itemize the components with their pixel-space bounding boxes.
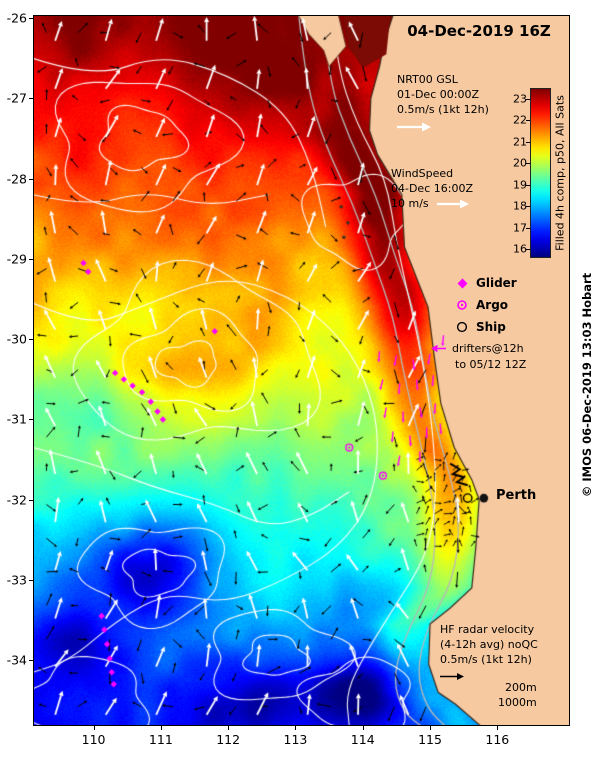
y-tick-label: -32 bbox=[6, 492, 27, 508]
x-tick-label: 110 bbox=[81, 732, 106, 747]
x-tick-label: 113 bbox=[283, 732, 308, 747]
colorbar-gradient bbox=[530, 88, 551, 258]
y-tick-label: -29 bbox=[6, 251, 27, 267]
colorbar-label: Filled 4h comp, p50, All Sats bbox=[551, 88, 568, 258]
legend-drifters-row: drifters@12h bbox=[430, 338, 526, 358]
y-axis: -26 -27 -28 -29 -30 -31 -32 -33 -34 bbox=[0, 0, 33, 759]
legend-argo-label: Argo bbox=[476, 298, 509, 312]
y-tick-mark bbox=[29, 339, 33, 341]
x-tick-label: 114 bbox=[350, 732, 375, 747]
x-tick-mark bbox=[93, 726, 95, 730]
hf-scale-arrow-icon bbox=[440, 673, 464, 680]
colorbar-tick-label: 18 bbox=[513, 199, 527, 213]
sst-map-canvas bbox=[33, 15, 570, 726]
y-tick-mark bbox=[29, 419, 33, 421]
y-tick-label: -34 bbox=[6, 652, 27, 668]
colorbar-tick-mark bbox=[526, 227, 530, 229]
y-tick-label: -33 bbox=[6, 572, 27, 588]
colorbar-tick-mark bbox=[526, 249, 530, 251]
colorbar-tick-label: 23 bbox=[513, 92, 527, 106]
legend-argo-row: Argo bbox=[455, 294, 526, 316]
hf-title: HF radar velocity bbox=[440, 623, 535, 636]
colorbar-tick-label: 17 bbox=[513, 221, 527, 235]
legend-ship-row: Ship bbox=[455, 316, 526, 338]
gsl-annotation: NRT00 GSL 01-Dec 00:00Z 0.5m/s (1kt 12h) bbox=[397, 72, 489, 132]
colorbar-tick-label: 16 bbox=[513, 242, 527, 256]
legend-ship-label: Ship bbox=[476, 320, 506, 334]
y-tick-mark bbox=[29, 18, 33, 20]
argo-icon bbox=[455, 299, 469, 311]
y-tick-mark bbox=[29, 499, 33, 501]
colorbar-tick-mark bbox=[526, 163, 530, 165]
x-tick-mark bbox=[160, 726, 162, 730]
y-tick-mark bbox=[29, 258, 33, 260]
x-tick-label: 116 bbox=[485, 732, 510, 747]
y-tick-mark bbox=[29, 660, 33, 662]
wind-scale-value: 10 m/s bbox=[391, 197, 429, 210]
colorbar-tick-mark bbox=[526, 206, 530, 208]
x-tick-mark bbox=[430, 726, 432, 730]
x-axis: 110 111 112 113 114 115 116 bbox=[0, 726, 604, 759]
glider-icon bbox=[455, 278, 469, 289]
y-tick-label: -26 bbox=[6, 10, 27, 26]
y-tick-mark bbox=[29, 579, 33, 581]
legend-drifters-label-2: to 05/12 12Z bbox=[455, 358, 527, 371]
x-tick-mark bbox=[497, 726, 499, 730]
credit-text-content: © IMOS 06-Dec-2019 13:03 Hobart bbox=[580, 272, 594, 498]
wind-title: WindSpeed bbox=[391, 167, 454, 180]
drifter-arrow-icon bbox=[430, 344, 448, 353]
hf-scale-value: 0.5m/s (1kt 12h) bbox=[440, 653, 532, 666]
hf-radar-annotation: HF radar velocity (4-12h avg) noQC 0.5m/… bbox=[440, 622, 538, 681]
colorbar-tick-label: 21 bbox=[513, 135, 527, 149]
x-tick-label: 111 bbox=[148, 732, 173, 747]
credit-text: © IMOS 06-Dec-2019 13:03 Hobart bbox=[574, 250, 600, 520]
wind-annotation: WindSpeed 04-Dec 16:00Z 10 m/s bbox=[391, 166, 473, 211]
colorbar-tick-label: 20 bbox=[513, 156, 527, 170]
y-tick-label: -27 bbox=[6, 90, 27, 106]
perth-place-label: Perth bbox=[496, 488, 537, 503]
x-tick-label: 112 bbox=[216, 732, 241, 747]
x-tick-label: 115 bbox=[418, 732, 442, 747]
legend-drifters-label: drifters@12h bbox=[452, 341, 524, 355]
wind-datetime: 04-Dec 16:00Z bbox=[391, 182, 473, 195]
ship-icon bbox=[455, 321, 469, 333]
wind-scale-arrow-icon bbox=[436, 199, 469, 208]
colorbar-tick-mark bbox=[526, 120, 530, 122]
colorbar-tick-mark bbox=[526, 184, 530, 186]
gsl-vector-scale: 0.5m/s (1kt 12h) bbox=[397, 103, 489, 116]
figure-title: 04-Dec-2019 16Z bbox=[407, 22, 551, 40]
y-tick-label: -28 bbox=[6, 171, 27, 187]
y-tick-mark bbox=[29, 178, 33, 180]
colorbar-tick-label: 19 bbox=[513, 178, 527, 192]
legend-glider-row: Glider bbox=[455, 272, 526, 294]
wind-scale-row: 10 m/s bbox=[391, 196, 473, 211]
gsl-scale-arrow-icon bbox=[397, 122, 431, 132]
x-tick-mark bbox=[362, 726, 364, 730]
isobath-1000m-label: 1000m bbox=[498, 696, 537, 709]
y-tick-label: -30 bbox=[6, 331, 27, 347]
map-legend: Glider Argo Ship drifters@12h to 05/12 1… bbox=[430, 272, 526, 371]
x-tick-mark bbox=[228, 726, 230, 730]
legend-glider-label: Glider bbox=[476, 276, 517, 290]
colorbar-tick-mark bbox=[526, 141, 530, 143]
gsl-datetime: 01-Dec 00:00Z bbox=[397, 88, 479, 101]
y-tick-mark bbox=[29, 98, 33, 100]
hf-subtitle: (4-12h avg) noQC bbox=[440, 638, 538, 651]
gsl-product-name: NRT00 GSL bbox=[397, 73, 458, 86]
y-tick-label: -31 bbox=[6, 411, 27, 427]
x-tick-mark bbox=[295, 726, 297, 730]
colorbar-tick-label: 22 bbox=[513, 113, 527, 127]
colorbar-tick-mark bbox=[526, 98, 530, 100]
isobath-200m-label: 200m bbox=[505, 681, 537, 694]
colorbar-label-text: Filled 4h comp, p50, All Sats bbox=[553, 95, 566, 251]
